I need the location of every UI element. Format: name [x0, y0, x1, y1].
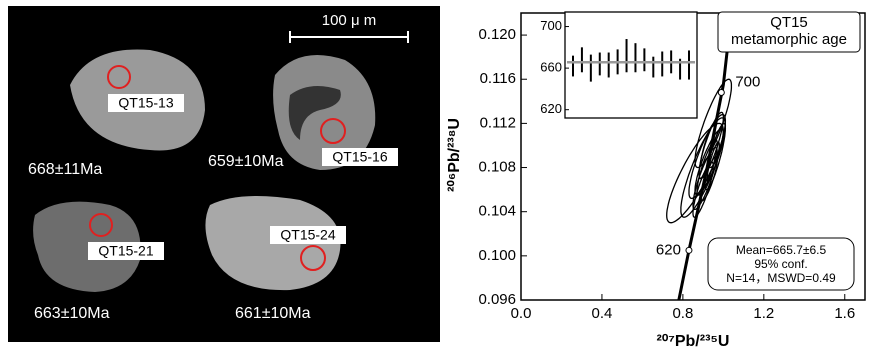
- age-label: 620: [656, 241, 681, 258]
- figure: 100 μ m QT15-13 668±11Ma QT15-16 659±10M…: [0, 0, 873, 354]
- stats-text: N=14，MSWD=0.49: [726, 271, 836, 285]
- age-label: 700: [735, 73, 760, 90]
- stats-text: 95% conf.: [754, 257, 807, 271]
- y-tick-label: 0.100: [478, 247, 516, 264]
- spot-label: QT15-16: [332, 149, 387, 165]
- x-tick-label: 0.4: [592, 305, 613, 322]
- y-axis-label: ²⁰⁶Pb/²³⁸U: [446, 118, 463, 192]
- annotation: QT15: [770, 14, 808, 31]
- age-label: 668±11Ma: [28, 161, 102, 178]
- x-tick-label: 0.8: [672, 305, 693, 322]
- spot-label: QT15-13: [118, 95, 173, 111]
- age-label: 659±10Ma: [208, 153, 284, 170]
- y-tick-label: 0.116: [480, 70, 516, 87]
- page: 100 μ m QT15-13 668±11Ma QT15-16 659±10M…: [0, 0, 873, 354]
- x-tick-label: 1.2: [753, 305, 774, 322]
- y-tick-label: 0.120: [478, 26, 516, 43]
- spot-label: QT15-24: [280, 227, 335, 243]
- age-mark: [686, 247, 692, 253]
- inset-tick-label: 700: [540, 18, 562, 33]
- spot-label: QT15-21: [98, 243, 153, 259]
- inset-frame: [565, 12, 697, 118]
- y-tick-label: 0.104: [478, 203, 516, 220]
- x-tick-label: 1.6: [834, 305, 855, 322]
- scale-label: 100 μ m: [322, 12, 377, 29]
- age-label: 661±10Ma: [235, 305, 311, 322]
- stats-text: Mean=665.7±6.5: [736, 243, 827, 257]
- y-tick-label: 0.108: [478, 159, 516, 176]
- inset-tick-label: 620: [540, 101, 562, 116]
- annotation: metamorphic age: [731, 31, 847, 48]
- y-tick-label: 0.112: [480, 114, 516, 131]
- age-mark: [718, 89, 724, 95]
- x-axis-label: ²⁰⁷Pb/²³⁵U: [657, 333, 730, 350]
- age-label: 663±10Ma: [34, 305, 110, 322]
- inset-tick-label: 660: [540, 60, 562, 75]
- y-tick-label: 0.096: [478, 291, 516, 308]
